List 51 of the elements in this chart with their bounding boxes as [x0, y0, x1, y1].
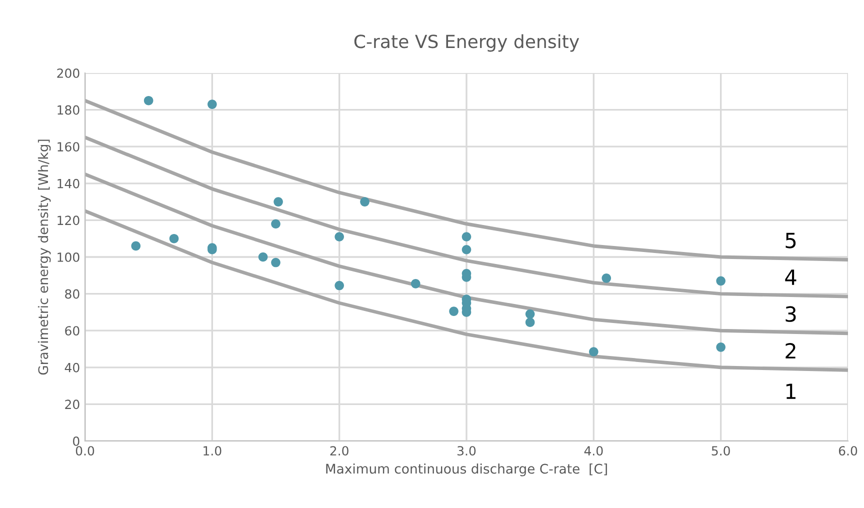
point: [274, 197, 283, 206]
annotation: 4: [785, 270, 796, 285]
point: [258, 252, 268, 262]
point: [449, 306, 458, 316]
point: [462, 232, 472, 242]
annotation: 2: [786, 342, 796, 358]
line-series: [85, 98, 848, 262]
y-tick-label: 200: [57, 68, 80, 78]
point: [602, 274, 612, 283]
point: [208, 100, 217, 109]
point: [271, 258, 280, 268]
line-series: [85, 209, 848, 372]
y-tick-label: 40: [64, 362, 80, 372]
point: [716, 276, 726, 286]
x-axis-title: Maximum continuous discharge C-rate [C]: [326, 464, 607, 476]
line-series: [85, 136, 848, 298]
point: [334, 232, 344, 242]
point: [360, 197, 370, 206]
x-tick-label: 5.0: [712, 446, 730, 456]
x-tick-label: 3.0: [458, 446, 476, 456]
y-tick-label: 80: [65, 289, 80, 299]
point: [589, 347, 598, 356]
y-tick-label: 20: [65, 400, 80, 410]
x-tick-label: 1.0: [204, 446, 222, 456]
y-tick-label: 140: [58, 178, 80, 188]
point: [462, 244, 472, 254]
point: [169, 234, 179, 244]
point: [271, 219, 280, 229]
annotation: 3: [786, 306, 796, 322]
annotation: 5: [786, 232, 796, 248]
x-tick-label: 2.0: [330, 446, 348, 456]
chart-title: C-rate VS Energy density: [354, 34, 580, 52]
y-tick-label: 0: [73, 436, 80, 446]
y-tick-label: 120: [58, 216, 80, 226]
annotation: 1: [786, 384, 796, 399]
point: [525, 318, 535, 327]
y-axis-title: Gravimetric energy density [Wh/kg]: [38, 140, 51, 375]
point: [525, 309, 535, 319]
x-tick-label: 4.0: [584, 446, 603, 456]
point: [131, 241, 141, 251]
point: [144, 96, 154, 106]
x-tick-label: 0.0: [76, 446, 94, 456]
y-tick-label: 100: [58, 252, 80, 262]
line-series: [85, 172, 848, 336]
point: [410, 279, 420, 288]
point: [716, 342, 726, 352]
y-tick-label: 160: [58, 142, 80, 152]
point: [334, 280, 344, 290]
y-tick-label: 60: [65, 326, 80, 336]
y-tick-label: 180: [58, 105, 80, 115]
x-tick-label: 6.0: [838, 446, 858, 456]
